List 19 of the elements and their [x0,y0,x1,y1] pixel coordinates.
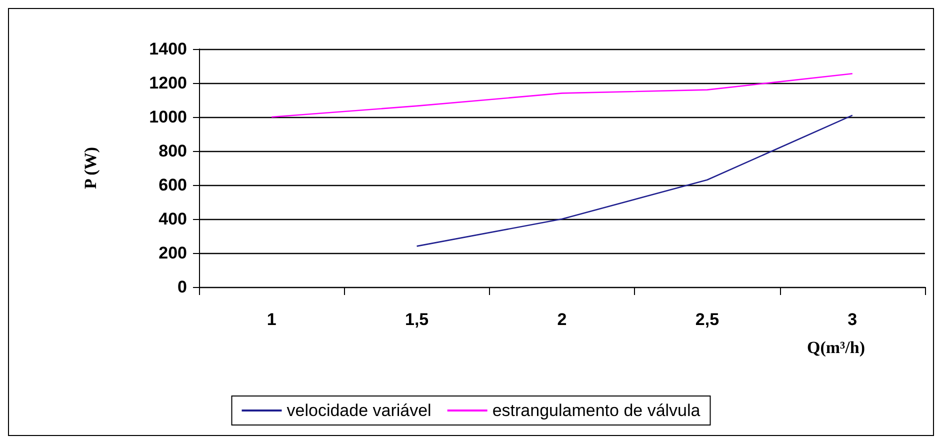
x-tick-label: 2 [557,310,567,329]
x-tick-label: 1,5 [404,310,429,329]
x-axis-title: Q(m³/h) [807,338,865,357]
x-tick-label: 1 [266,310,276,329]
x-tick-label: 2,5 [695,310,720,329]
y-tick-label: 600 [158,176,187,194]
y-tick-label: 0 [178,278,187,296]
line-series [416,114,854,247]
legend-label: velocidade variável [286,401,432,420]
y-tick-label: 1000 [149,108,187,126]
y-tick-label: 200 [158,244,187,262]
legend-label: estrangulamento de válvula [492,401,701,420]
x-tick-label: 3 [848,310,858,329]
y-axis-title: P (W) [81,146,100,190]
y-tick-label: 800 [158,142,187,160]
y-tick-label: 1400 [149,40,187,58]
y-tick-label: 400 [158,210,187,228]
y-tick-label: 1200 [149,74,187,92]
line-series [270,73,854,118]
